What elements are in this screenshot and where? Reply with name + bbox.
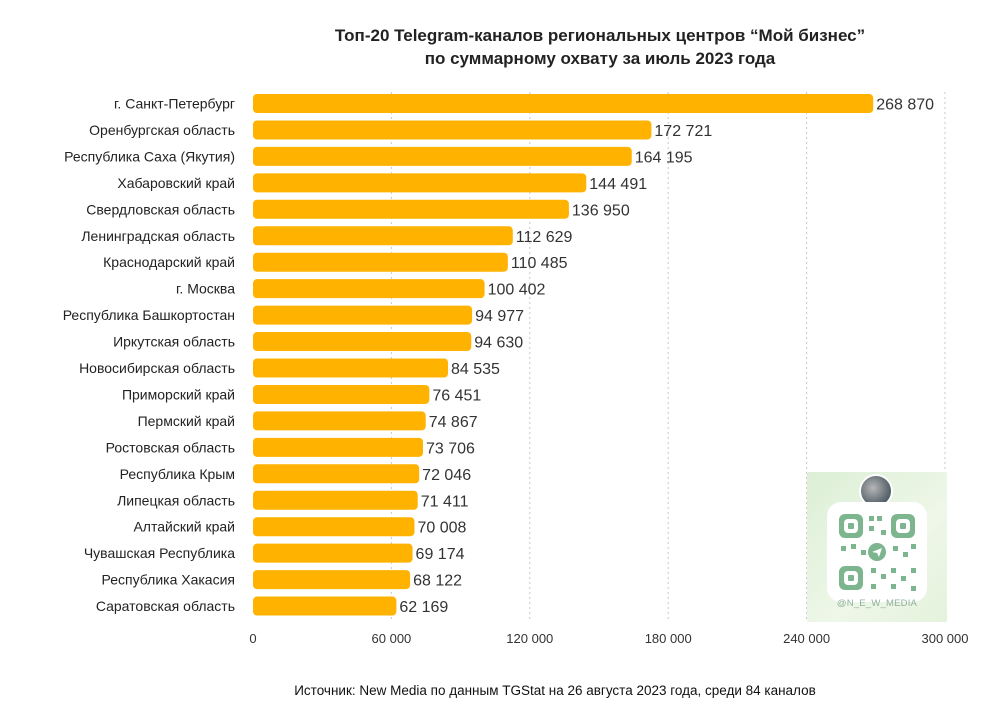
channel-handle[interactable]: @N_E_W_MEDIA <box>836 598 918 609</box>
category-label: Республика Саха (Якутия) <box>64 148 235 164</box>
category-label: Краснодарский край <box>103 254 235 270</box>
chart-title-line1: Топ-20 Telegram-каналов региональных цен… <box>334 26 866 45</box>
source-note: Источник: New Media по данным TGStat на … <box>294 683 816 698</box>
category-label: Пермский край <box>138 413 235 429</box>
value-label: 144 491 <box>589 176 647 193</box>
value-label: 112 629 <box>516 229 573 246</box>
category-label: Республика Башкортостан <box>63 307 235 323</box>
x-tick-label: 180 000 <box>645 631 692 646</box>
value-label: 70 008 <box>417 520 466 537</box>
x-tick-label: 60 000 <box>372 631 412 646</box>
bar <box>253 305 473 325</box>
bar <box>253 199 569 219</box>
qr-code-card[interactable]: @N_E_W_MEDIA <box>807 472 947 622</box>
bar <box>253 490 418 510</box>
bar <box>253 226 513 246</box>
value-label: 76 451 <box>432 387 481 404</box>
bar <box>253 358 448 378</box>
bar <box>253 279 485 299</box>
category-labels: г. Санкт-Петербург Оренбургская область Ре… <box>63 96 236 615</box>
category-label: г. Москва <box>176 281 235 297</box>
bar <box>253 411 426 431</box>
value-label: 172 721 <box>654 123 712 140</box>
chart-title-line2: по суммарному охвату за июль 2023 года <box>424 49 776 68</box>
category-label: Свердловская область <box>86 201 235 217</box>
bar <box>253 543 413 563</box>
value-label: 73 706 <box>426 440 475 457</box>
value-label: 84 535 <box>451 361 500 378</box>
bars <box>253 94 874 616</box>
category-label: г. Санкт-Петербург <box>114 96 235 112</box>
bar <box>253 252 508 272</box>
category-label: Иркутская область <box>113 334 235 350</box>
value-label: 94 630 <box>474 335 523 352</box>
category-label: Республика Хакасия <box>102 572 235 588</box>
value-label: 74 867 <box>429 414 478 431</box>
category-label: Чувашская Республика <box>84 545 235 561</box>
category-label: Липецкая область <box>117 492 235 508</box>
category-label: Новосибирская область <box>79 360 235 376</box>
category-label: Оренбургская область <box>89 122 235 138</box>
value-label: 94 977 <box>475 308 524 325</box>
value-label: 136 950 <box>572 202 630 219</box>
x-tick-label: 300 000 <box>922 631 969 646</box>
bar <box>253 173 587 193</box>
category-label: Приморский край <box>122 386 235 402</box>
category-label: Ленинградская область <box>81 228 235 244</box>
bar <box>253 517 415 537</box>
value-label: 71 411 <box>421 493 469 510</box>
category-label: Саратовская область <box>96 598 235 614</box>
x-tick-label: 120 000 <box>506 631 553 646</box>
value-label: 68 122 <box>413 573 462 590</box>
value-label: 164 195 <box>635 149 693 166</box>
bar <box>253 596 397 616</box>
x-tick-label: 0 <box>249 631 256 646</box>
qr-code <box>827 502 927 602</box>
category-label: Республика Крым <box>120 466 235 482</box>
bar <box>253 437 424 457</box>
category-label: Хабаровский край <box>117 175 235 191</box>
bar <box>253 146 632 166</box>
chart-title: Топ-20 Telegram-каналов региональных цен… <box>250 24 950 70</box>
x-axis-ticks: 0 60 000 120 000 180 000 240 000 300 000 <box>249 631 968 646</box>
x-tick-label: 240 000 <box>783 631 830 646</box>
bar <box>253 464 420 484</box>
qr-code-icon <box>839 514 916 591</box>
bar <box>253 120 652 140</box>
value-label: 62 169 <box>399 599 448 616</box>
bar <box>253 332 472 352</box>
value-label: 110 485 <box>511 255 568 272</box>
category-label: Алтайский край <box>133 519 235 535</box>
category-label: Ростовская область <box>106 439 235 455</box>
bar <box>253 384 430 404</box>
bar <box>253 94 874 113</box>
bar <box>253 570 411 590</box>
value-labels: 268 870 172 721 164 195 144 491 136 950 112 6… <box>399 97 934 617</box>
value-label: 100 402 <box>488 282 546 299</box>
value-label: 268 870 <box>876 97 934 114</box>
value-label: 69 174 <box>416 546 465 563</box>
value-label: 72 046 <box>422 467 471 484</box>
